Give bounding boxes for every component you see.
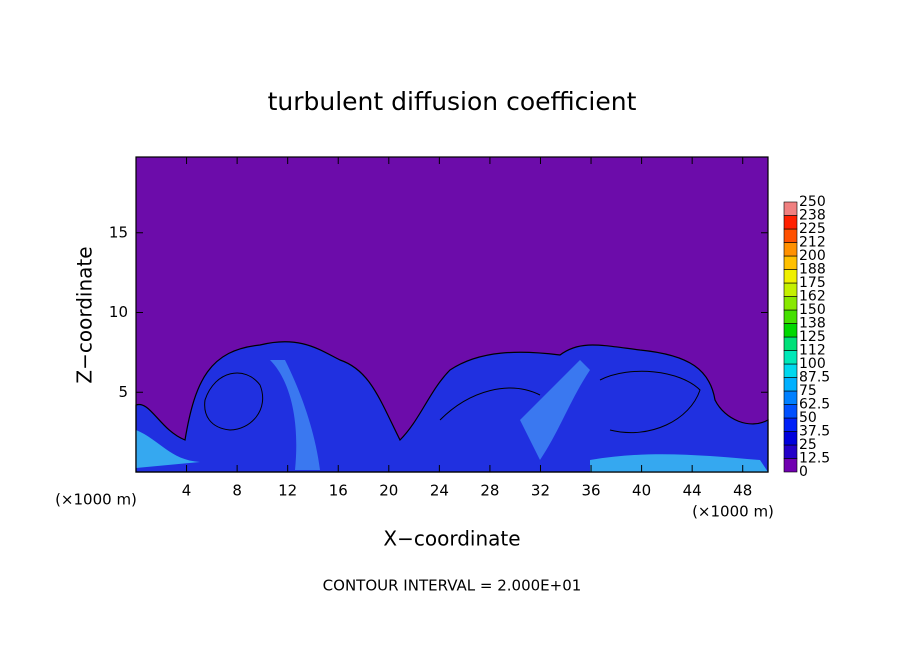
colorbar-label: 37.5: [799, 424, 830, 440]
colorbar-box: [783, 215, 798, 230]
chart-title: turbulent diffusion coefficient: [268, 87, 637, 116]
streak: [590, 454, 768, 472]
contour-line: [599, 370, 701, 434]
streak: [520, 360, 590, 460]
x-tick-label: 24: [430, 482, 449, 500]
contour-line: [204, 372, 264, 431]
colorbar-label: 50: [799, 410, 817, 426]
x-tick-label: 44: [683, 482, 702, 500]
streak: [270, 360, 320, 470]
y-unit-label: (×1000 m): [55, 491, 137, 509]
colorbar-label: 238: [799, 208, 826, 224]
x-tick-label: 12: [278, 482, 297, 500]
colorbar-box: [783, 242, 798, 257]
streak: [136, 430, 200, 468]
colorbar-box: [783, 417, 798, 432]
colorbar-box: [783, 201, 798, 216]
x-tick-label: 48: [733, 482, 752, 500]
colorbar-box: [783, 336, 798, 351]
colorbar-label: 62.5: [799, 397, 830, 413]
contour-line: [439, 387, 541, 421]
colorbar-label: 212: [799, 235, 826, 251]
colorbar-label: 200: [799, 248, 826, 264]
colorbar-label: 150: [799, 302, 826, 318]
colorbar-label: 225: [799, 221, 826, 237]
colorbar-label: 87.5: [799, 370, 830, 386]
x-tick-label: 16: [329, 482, 348, 500]
x-axis-label: X−coordinate: [383, 527, 520, 551]
field: [135, 157, 769, 473]
colorbar-box: [783, 282, 798, 297]
colorbar-label: 0: [799, 464, 808, 480]
colorbar-label: 138: [799, 316, 826, 332]
annotation: CONTOUR INTERVAL = 2.000E+01: [323, 577, 582, 595]
colorbar-label: 25: [799, 437, 817, 453]
colorbar-box: [783, 296, 798, 311]
y-axis-label: Z−coordinate: [73, 246, 97, 383]
colorbar-box: [783, 228, 798, 243]
colorbar-box: [783, 350, 798, 365]
x-tick-label: 28: [480, 482, 499, 500]
colorbar-box: [783, 255, 798, 270]
x-tick-label: 40: [632, 482, 651, 500]
x-tick-label: 8: [232, 482, 242, 500]
colorbar-box: [783, 390, 798, 405]
colorbar-label: 175: [799, 275, 826, 291]
colorbar-label: 188: [799, 262, 826, 278]
colorbar-label: 12.5: [799, 451, 830, 467]
plot-frame: [135, 156, 769, 473]
region: [135, 341, 769, 473]
y-tick-label: 15: [109, 223, 128, 241]
x-tick-label: 4: [182, 482, 192, 500]
x-tick-label: 32: [531, 482, 550, 500]
colorbar-label: 75: [799, 383, 817, 399]
colorbar-label: 112: [799, 343, 826, 359]
colorbar-label: 250: [799, 194, 826, 210]
colorbar-box: [783, 377, 798, 392]
y-tick-label: 5: [118, 383, 128, 401]
colorbar-box: [783, 323, 798, 338]
colorbar-box: [783, 309, 798, 324]
x-tick-label: 36: [581, 482, 600, 500]
colorbar-box: [783, 458, 798, 473]
y-tick-label: 10: [109, 303, 128, 321]
x-tick-label: 20: [379, 482, 398, 500]
colorbar-box: [783, 269, 798, 284]
colorbar-label: 125: [799, 329, 826, 345]
colorbar-box: [783, 431, 798, 446]
colorbar-label: 100: [799, 356, 826, 372]
colorbar-box: [783, 444, 798, 459]
x-unit-label: (×1000 m): [692, 503, 774, 521]
colorbar-box: [783, 404, 798, 419]
colorbar-label: 162: [799, 289, 826, 305]
colorbar-box: [783, 363, 798, 378]
